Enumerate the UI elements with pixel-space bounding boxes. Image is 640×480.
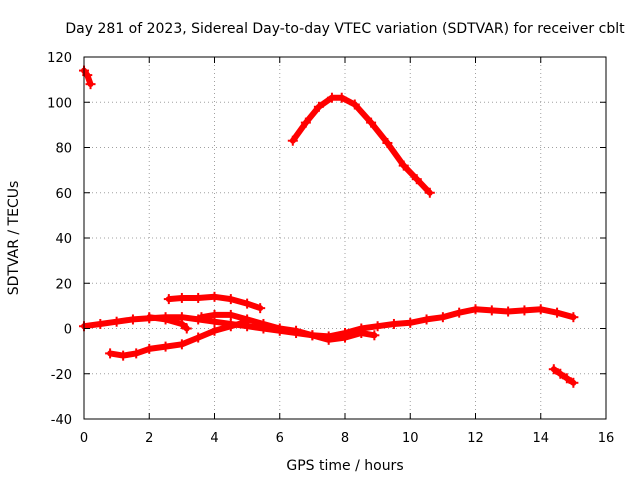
data-point bbox=[398, 160, 409, 171]
series-arc-4 bbox=[163, 291, 266, 314]
data-point bbox=[349, 99, 360, 110]
data-point bbox=[242, 298, 253, 309]
x-tick-label: 16 bbox=[598, 431, 615, 446]
data-point bbox=[118, 350, 129, 361]
y-tick-label: 0 bbox=[64, 323, 72, 338]
x-tick-label: 4 bbox=[210, 431, 218, 446]
data-point bbox=[561, 373, 572, 384]
y-tick-label: -40 bbox=[51, 413, 72, 428]
data-point bbox=[193, 292, 204, 303]
data-point bbox=[196, 312, 207, 323]
x-tick-label: 10 bbox=[402, 431, 419, 446]
x-tick-label: 12 bbox=[467, 431, 484, 446]
data-point bbox=[193, 332, 204, 343]
data-point bbox=[176, 339, 187, 350]
data-point bbox=[356, 328, 367, 339]
data-point bbox=[274, 323, 285, 334]
x-tick-label: 2 bbox=[145, 431, 153, 446]
data-point bbox=[548, 364, 559, 375]
data-point bbox=[336, 92, 347, 103]
data-point bbox=[326, 92, 337, 103]
data-point bbox=[95, 318, 106, 329]
data-point bbox=[163, 294, 174, 305]
data-point bbox=[323, 334, 334, 345]
chart-title: Day 281 of 2023, Sidereal Day-to-day VTE… bbox=[65, 21, 625, 37]
data-point bbox=[181, 323, 192, 334]
data-point bbox=[454, 307, 465, 318]
y-tick-label: 60 bbox=[55, 187, 72, 202]
data-point bbox=[209, 325, 220, 336]
data-point bbox=[535, 304, 546, 315]
series-band bbox=[146, 314, 190, 332]
data-point bbox=[568, 377, 579, 388]
data-point bbox=[437, 312, 448, 323]
data-point bbox=[421, 314, 432, 325]
series-arc-6 bbox=[196, 309, 380, 345]
data-point bbox=[255, 303, 266, 314]
data-point bbox=[176, 318, 187, 329]
x-tick-label: 8 bbox=[341, 431, 349, 446]
data-point bbox=[372, 321, 383, 332]
data-point bbox=[225, 294, 236, 305]
data-point bbox=[411, 174, 422, 185]
y-axis-label: SDTVAR / TECUs bbox=[6, 181, 22, 296]
data-point bbox=[160, 314, 171, 325]
data-point bbox=[388, 318, 399, 329]
data-point bbox=[307, 330, 318, 341]
data-series bbox=[79, 65, 579, 388]
data-point bbox=[131, 348, 142, 359]
data-point bbox=[552, 307, 563, 318]
data-point bbox=[258, 318, 269, 329]
y-tick-label: 80 bbox=[55, 142, 72, 157]
y-tick-label: 120 bbox=[47, 51, 72, 66]
data-point bbox=[291, 325, 302, 336]
series-band bbox=[550, 366, 577, 386]
data-point bbox=[225, 309, 236, 320]
series-arc-5 bbox=[105, 316, 253, 361]
data-point bbox=[105, 348, 116, 359]
data-point bbox=[568, 312, 579, 323]
data-point bbox=[470, 304, 481, 315]
y-tick-label: 100 bbox=[47, 96, 72, 111]
series-arc-8 bbox=[548, 364, 579, 388]
data-point bbox=[424, 187, 435, 198]
data-point bbox=[127, 314, 138, 325]
y-tick-label: 20 bbox=[55, 277, 72, 292]
data-point bbox=[111, 316, 122, 327]
x-axis-label: GPS time / hours bbox=[286, 458, 403, 474]
data-point bbox=[555, 368, 566, 379]
data-point bbox=[160, 341, 171, 352]
data-point bbox=[313, 101, 324, 112]
series-band bbox=[107, 318, 251, 359]
data-point bbox=[486, 305, 497, 316]
data-point bbox=[287, 135, 298, 146]
data-point bbox=[85, 79, 96, 90]
data-point bbox=[369, 330, 380, 341]
x-tick-label: 14 bbox=[532, 431, 549, 446]
y-tick-label: 40 bbox=[55, 232, 72, 247]
data-point bbox=[225, 321, 236, 332]
data-point bbox=[176, 292, 187, 303]
data-point bbox=[519, 305, 530, 316]
data-point bbox=[242, 314, 253, 325]
data-point bbox=[405, 317, 416, 328]
data-point bbox=[300, 117, 311, 128]
x-tick-label: 6 bbox=[276, 431, 284, 446]
series-arc-2 bbox=[287, 92, 435, 198]
data-point bbox=[503, 306, 514, 317]
x-tick-label: 0 bbox=[80, 431, 88, 446]
data-point bbox=[366, 117, 377, 128]
y-tick-label: -20 bbox=[51, 368, 72, 383]
data-point bbox=[382, 137, 393, 148]
data-point bbox=[209, 309, 220, 320]
series-arc-7 bbox=[144, 312, 192, 334]
data-point bbox=[144, 312, 155, 323]
data-point bbox=[144, 343, 155, 354]
axis-ticks: 0 2 4 6 8 10 12 14 16 -40 -20 0 20 40 60 80 100 120 bbox=[47, 51, 614, 446]
data-point bbox=[340, 332, 350, 343]
data-point bbox=[209, 291, 220, 302]
